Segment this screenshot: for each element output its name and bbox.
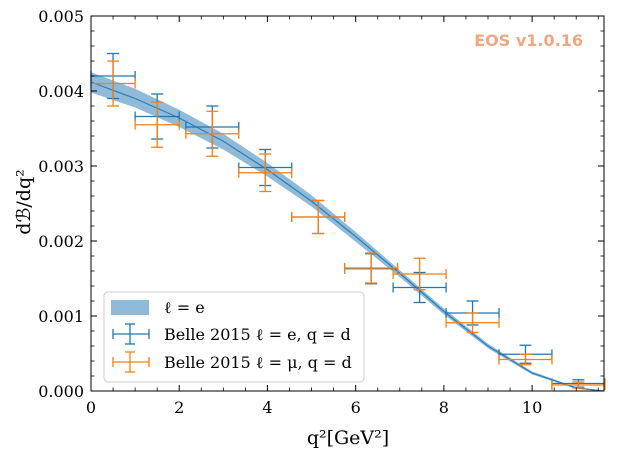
- x-tick-label: 4: [262, 398, 272, 417]
- legend-swatch-belle-e: [112, 323, 150, 345]
- y-tick-label: 0.002: [38, 232, 84, 251]
- y-tick-label: 0.004: [38, 82, 84, 101]
- plot-frame: [90, 15, 605, 392]
- y-tick-label: 0.003: [38, 157, 84, 176]
- errorbar-point: [392, 257, 447, 291]
- legend-band-swatch: [111, 300, 149, 315]
- errorbar-point: [291, 199, 346, 235]
- errorbar-point: [498, 353, 553, 366]
- band-area: [91, 72, 604, 391]
- errorbar-point: [343, 252, 399, 284]
- x-axis-title: q²[GeV²]: [307, 427, 389, 449]
- x-tick-label: 6: [351, 398, 361, 417]
- y-tick-label: 0.001: [38, 307, 84, 326]
- legend-swatch-belle-mu: [112, 351, 150, 373]
- x-tick-label: 2: [174, 398, 184, 417]
- points-layer: [90, 52, 606, 390]
- x-tick-label: 8: [439, 398, 449, 417]
- y-tick-label: 0.005: [38, 7, 84, 26]
- legend-label-belle-mu: Belle 2015 ℓ = μ, q = d: [164, 353, 352, 372]
- legend-label-band: ℓ = e: [164, 298, 205, 317]
- x-tick-label: 10: [522, 398, 542, 417]
- legend-frame: [103, 291, 365, 383]
- ticks-layer: 0 2 4 6 8 10 0.000 0.001 0.002 0.003 0.004 0.005: [38, 7, 604, 417]
- errorbar-point: [134, 101, 180, 148]
- axes-layer: [90, 15, 605, 392]
- errorbar-point: [445, 312, 500, 334]
- errorbar-point: [551, 380, 606, 390]
- legend-label-belle-e: Belle 2015 ℓ = e, q = d: [164, 325, 351, 344]
- legend: ℓ = e Belle 2015 ℓ = e, q = d Belle 2015…: [103, 291, 365, 383]
- series-1: [90, 60, 606, 390]
- watermark-label: EOS v1.0.16: [474, 31, 583, 50]
- errorbar-point: [185, 110, 240, 157]
- x-tick-label: 0: [86, 398, 96, 417]
- errorbar-point: [238, 153, 293, 193]
- y-axis-title: dℬ/dq²: [13, 169, 35, 234]
- y-tick-label: 0.000: [38, 382, 84, 401]
